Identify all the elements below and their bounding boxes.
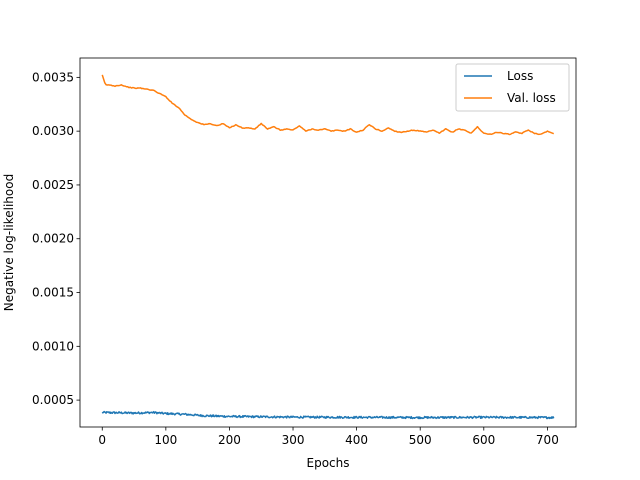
series-line-val-loss (101, 74, 555, 136)
x-tick-label: 500 (409, 433, 432, 447)
y-tick-label: 0.0010 (32, 339, 74, 353)
series-lines (101, 74, 555, 420)
legend: Loss Val. loss (455, 63, 570, 112)
y-tick-label: 0.0005 (32, 393, 74, 407)
x-tick-label: 0 (98, 433, 106, 447)
y-tick-label: 0.0035 (32, 70, 74, 84)
y-tick-label: 0.0030 (32, 124, 74, 138)
plot-frame (79, 57, 577, 428)
x-tick-label: 700 (536, 433, 559, 447)
x-tick-label: 400 (345, 433, 368, 447)
legend-label: Val. loss (507, 91, 556, 105)
y-axis-label: Negative log-likelihood (2, 174, 16, 311)
x-tick-label: 300 (282, 433, 305, 447)
series-line-loss (101, 410, 555, 420)
y-axis: 0.0005 0.0010 0.0015 0.0020 0.0025 0.0030 0.00… (32, 70, 80, 407)
x-axis: 0 100 200 300 400 500 600 700 (98, 427, 559, 447)
x-tick-label: 600 (472, 433, 495, 447)
y-tick-label: 0.0015 (32, 286, 74, 300)
x-tick-label: 200 (218, 433, 241, 447)
x-axis-label: Epochs (307, 456, 350, 470)
x-tick-label: 100 (154, 433, 177, 447)
legend-label: Loss (507, 69, 533, 83)
plot-border (79, 57, 577, 428)
y-tick-label: 0.0020 (32, 232, 74, 246)
y-tick-label: 0.0025 (32, 178, 74, 192)
